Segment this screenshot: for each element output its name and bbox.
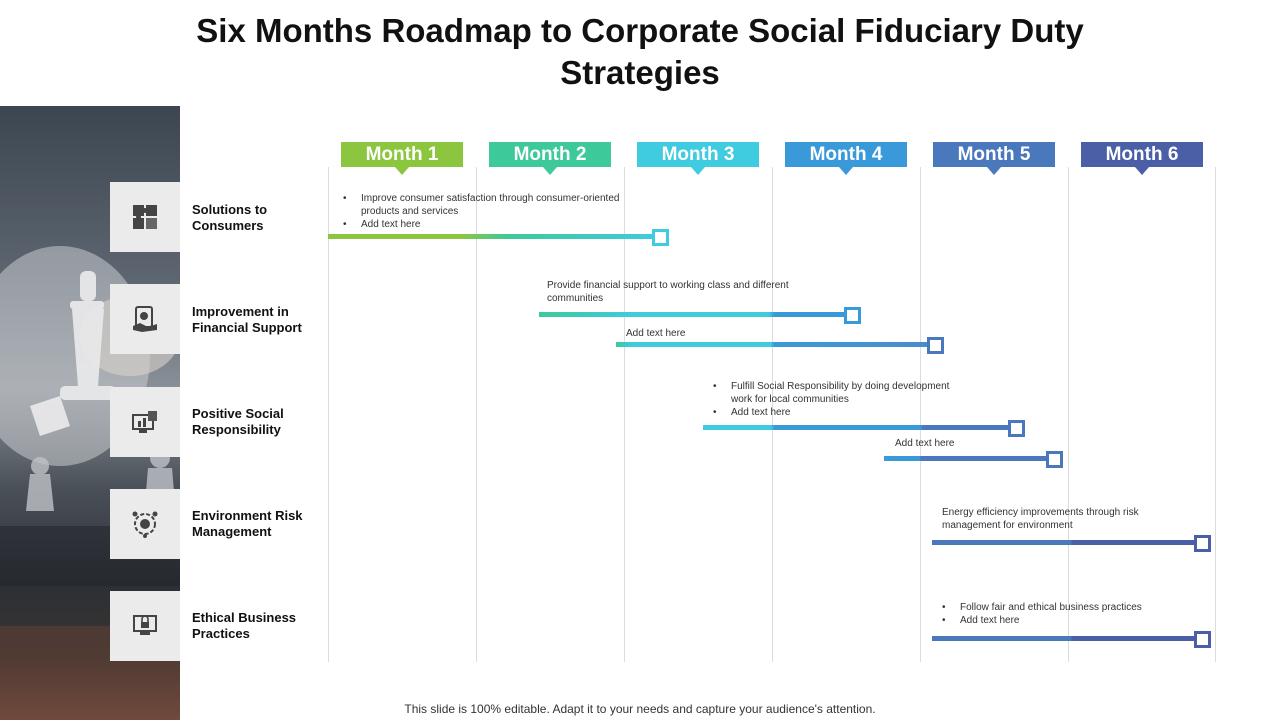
- money-hand-icon: [133, 306, 157, 332]
- task-end-marker: [652, 229, 669, 246]
- category-icon-box: [110, 182, 180, 252]
- task-bar: [539, 312, 849, 317]
- task-end-marker: [844, 307, 861, 324]
- category-icon-box: [110, 591, 180, 661]
- grid-line: [476, 167, 477, 662]
- grid-line: [328, 167, 329, 662]
- task-note-item: Fulfill Social Responsibility by doing d…: [713, 380, 973, 406]
- puzzle-icon: [133, 205, 157, 229]
- task-end-marker: [1046, 451, 1063, 468]
- task-note: Energy efficiency improvements through r…: [942, 507, 1139, 531]
- task-bar: [932, 540, 1198, 545]
- category-label: Ethical Business Practices: [192, 610, 297, 641]
- monitor-lock-icon: [133, 615, 157, 635]
- task-note-item: Add text here: [343, 218, 623, 231]
- task-bar: [616, 342, 932, 347]
- footer-note: This slide is 100% editable. Adapt it to…: [404, 702, 876, 716]
- task-note-item: Add text here: [942, 614, 1192, 627]
- task-bar: [703, 425, 1013, 430]
- task-end-marker: [927, 337, 944, 354]
- task-note: Fulfill Social Responsibility by doing d…: [713, 380, 973, 419]
- category-icon-box: [110, 284, 180, 354]
- task-note-item: Improve consumer satisfaction through co…: [343, 192, 623, 218]
- month-header: Month 5: [933, 142, 1055, 175]
- category-label: Solutions to Consumers: [192, 202, 268, 233]
- page-title: Six Months Roadmap to Corporate Social F…: [196, 12, 1084, 91]
- task-bar: [932, 636, 1198, 641]
- task-note: Improve consumer satisfaction through co…: [343, 192, 623, 231]
- grid-line: [1215, 167, 1216, 662]
- category-label: Positive Social Responsibility: [192, 406, 284, 437]
- task-note: Provide financial support to working cla…: [547, 280, 789, 304]
- category-label: Improvement in Financial Support: [192, 304, 302, 335]
- category-icon-box: [110, 489, 180, 559]
- grid-line: [1068, 167, 1069, 662]
- month-header: Month 3: [637, 142, 759, 175]
- task-bar: [884, 456, 1052, 461]
- grid-line: [624, 167, 625, 662]
- category-icon-box: [110, 387, 180, 457]
- task-end-marker: [1194, 631, 1211, 648]
- target-gear-icon: [132, 511, 158, 538]
- task-end-marker: [1008, 420, 1025, 437]
- monitor-chart-icon: [132, 411, 157, 433]
- month-header: Month 2: [489, 142, 611, 175]
- task-note: Add text here: [626, 328, 686, 339]
- task-note: Add text here: [895, 438, 955, 449]
- month-header: Month 6: [1081, 142, 1203, 175]
- task-note-item: Follow fair and ethical business practic…: [942, 601, 1192, 614]
- task-bar: [328, 234, 658, 239]
- month-header: Month 4: [785, 142, 907, 175]
- task-note: Follow fair and ethical business practic…: [942, 601, 1192, 627]
- category-label: Environment Risk Management: [192, 508, 303, 539]
- month-header: Month 1: [341, 142, 463, 175]
- task-note-item: Add text here: [713, 406, 973, 419]
- task-end-marker: [1194, 535, 1211, 552]
